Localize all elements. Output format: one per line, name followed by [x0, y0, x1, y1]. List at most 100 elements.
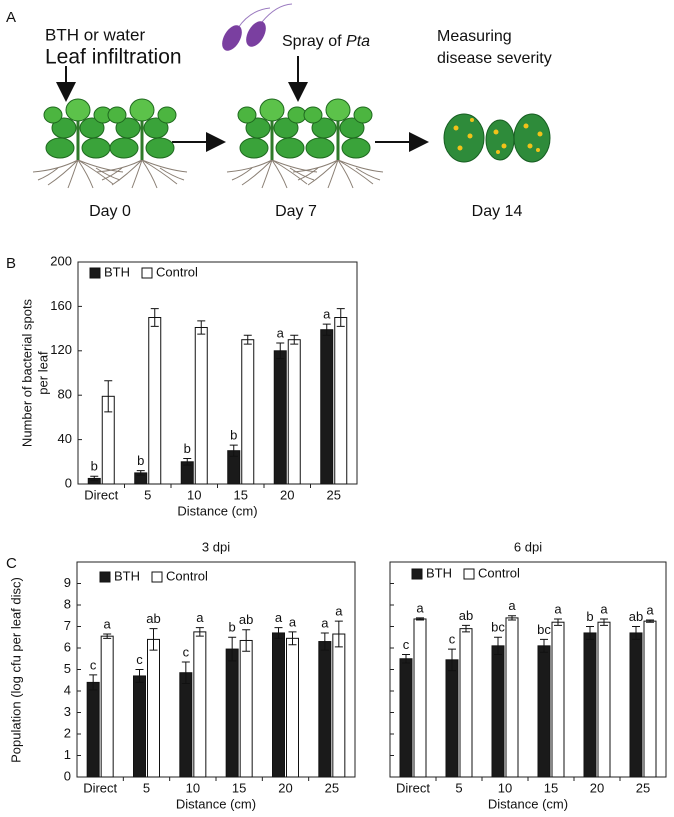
error-bar — [416, 617, 424, 621]
error-bar — [195, 627, 204, 637]
y-tick-label: 1 — [64, 747, 71, 762]
bar — [551, 621, 565, 778]
error-bar — [586, 626, 594, 640]
significance-letter: ab — [629, 609, 643, 624]
x-axis-label: Distance (cm) — [177, 503, 257, 518]
bar — [413, 618, 427, 778]
bar — [272, 632, 285, 778]
significance-letter: a — [335, 604, 343, 619]
significance-letter: bc — [537, 622, 551, 637]
significance-letter: ab — [459, 608, 473, 623]
y-tick-label: 7 — [64, 618, 71, 633]
error-bar — [288, 631, 297, 646]
error-bar — [508, 615, 516, 621]
bar — [148, 317, 162, 485]
step-label: BTH or water — [45, 25, 145, 44]
significance-letter: c — [403, 637, 410, 652]
x-tick-label: 25 — [325, 780, 339, 795]
significance-letter: ab — [146, 611, 160, 626]
bar — [100, 635, 114, 778]
x-tick-label: Direct — [83, 780, 117, 795]
error-bar — [448, 648, 456, 672]
y-tick-label: 160 — [50, 298, 72, 313]
bar — [241, 339, 255, 485]
legend-swatch — [89, 267, 101, 279]
error-bar — [136, 470, 145, 476]
legend-label: BTH — [104, 264, 130, 279]
error-bar — [600, 618, 608, 626]
y-tick-label: 200 — [50, 253, 72, 268]
x-tick-label: 5 — [144, 487, 151, 502]
day-label: Day 7 — [275, 203, 317, 220]
panel-label: B — [6, 255, 16, 272]
error-bar — [494, 636, 502, 655]
y-tick-label: 120 — [50, 342, 72, 357]
bar — [320, 329, 334, 485]
significance-letter: a — [508, 598, 516, 613]
plant — [95, 97, 189, 190]
significance-letter: a — [275, 610, 283, 625]
significance-letter: a — [646, 602, 654, 617]
bar — [597, 621, 611, 778]
x-tick-label: 5 — [455, 780, 462, 795]
legend-label: Control — [166, 568, 208, 583]
bar — [491, 645, 505, 778]
y-tick-label: 80 — [58, 387, 72, 402]
error-bar — [243, 334, 252, 345]
step-text: Spray of — [282, 33, 346, 50]
x-tick-label: Direct — [396, 780, 430, 795]
bar — [399, 658, 413, 778]
error-bar — [103, 633, 112, 639]
y-tick-label: 4 — [64, 682, 71, 697]
significance-letter: a — [600, 601, 608, 616]
bacteria — [222, 3, 293, 51]
y-tick-label: 0 — [64, 768, 71, 783]
day-label: Day 0 — [89, 203, 131, 220]
significance-letter: b — [586, 609, 593, 624]
step-label: Leaf infiltration — [45, 46, 182, 69]
error-bar — [276, 342, 285, 360]
day-label: Day 14 — [472, 203, 523, 220]
plant — [225, 97, 319, 190]
y-tick-label: 40 — [58, 431, 72, 446]
y-tick-label: 9 — [64, 575, 71, 590]
error-bar — [274, 627, 283, 639]
y-axis-label: Population (log cfu per leaf disc) — [8, 577, 23, 763]
plot-frame — [389, 561, 667, 778]
bar — [505, 617, 519, 778]
bar — [537, 645, 551, 778]
legend-label: BTH — [426, 565, 452, 580]
bar — [273, 350, 287, 485]
infected-leaves — [443, 113, 551, 163]
error-bar — [229, 444, 238, 457]
legend-label: Control — [478, 565, 520, 580]
x-axis-label: Distance (cm) — [176, 796, 256, 811]
error-bar — [646, 619, 654, 623]
significance-letter: ab — [239, 612, 253, 627]
significance-letter: b — [230, 428, 237, 443]
x-tick-label: 20 — [280, 487, 294, 502]
significance-letter: b — [91, 459, 98, 474]
y-axis-label: per leaf — [35, 351, 50, 395]
error-bar — [89, 674, 98, 691]
error-bar — [540, 638, 548, 653]
bar — [193, 631, 207, 778]
significance-letter: a — [277, 325, 285, 340]
bar — [286, 637, 299, 778]
x-tick-label: 25 — [327, 487, 341, 502]
error-bar — [290, 334, 299, 345]
bar — [643, 620, 657, 778]
x-tick-label: Direct — [84, 487, 118, 502]
step-label: Measuring — [437, 28, 512, 45]
y-tick-label: 3 — [64, 704, 71, 719]
panel-label: A — [6, 9, 16, 26]
error-bar — [402, 653, 410, 664]
significance-letter: a — [104, 616, 112, 631]
error-bar — [334, 620, 343, 648]
bar — [334, 317, 348, 485]
y-tick-label: 0 — [65, 475, 72, 490]
error-bar — [462, 624, 470, 633]
error-bar — [149, 628, 158, 651]
